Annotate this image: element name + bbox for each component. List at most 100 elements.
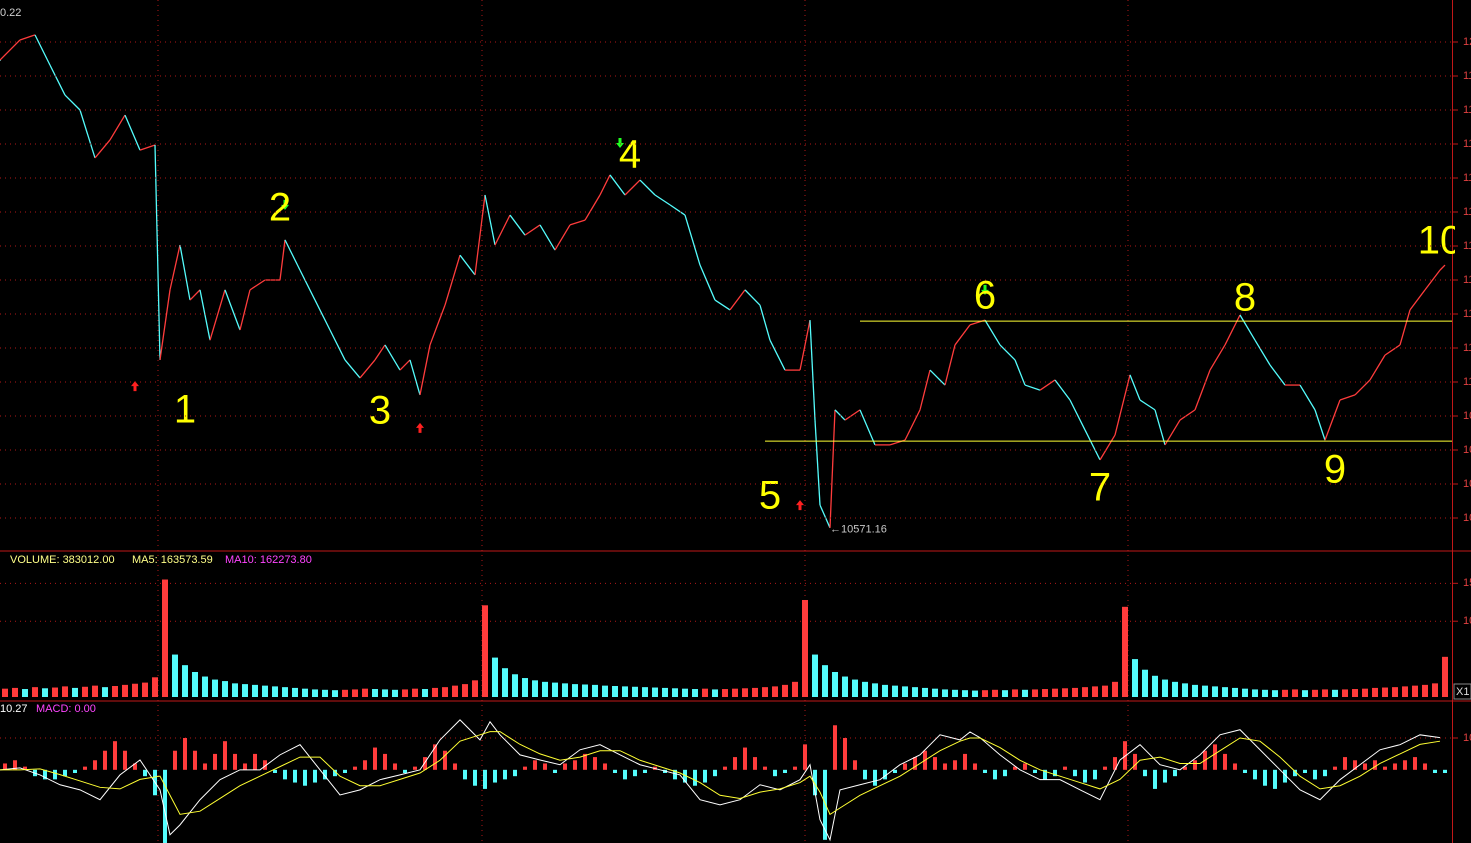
price-segment: [329, 329, 346, 361]
macd-bar: [83, 766, 87, 770]
price-segment: [919, 369, 931, 411]
price-segment: [444, 254, 461, 306]
volume-bar: [482, 605, 488, 697]
wave-label: 4: [619, 132, 641, 176]
wave-label: 9: [1324, 448, 1346, 492]
macd-bar: [1433, 769, 1437, 773]
macd-bar: [1253, 769, 1257, 780]
volume-bar: [902, 686, 908, 697]
price-segment: [179, 244, 191, 301]
price-segment: [1439, 264, 1446, 271]
volume-bar: [642, 687, 648, 697]
macd-bar: [343, 769, 347, 773]
volume-bar: [382, 689, 388, 697]
macd-bar: [1293, 769, 1297, 777]
signal-arrow: [131, 381, 139, 392]
macd-bar: [1333, 766, 1337, 770]
macd-bar: [583, 753, 587, 770]
volume-bar: [952, 689, 958, 697]
volume-bar: [592, 684, 598, 697]
price-segment: [859, 409, 876, 446]
volume-bar: [92, 685, 98, 697]
volume-bar: [1322, 689, 1328, 697]
macd-bar: [53, 769, 57, 780]
price-segment: [1039, 379, 1056, 391]
macd-bar: [823, 769, 827, 840]
price-segment: [154, 145, 161, 360]
macd-bar: [883, 769, 887, 780]
macd-bar: [1083, 769, 1087, 783]
volume-bar: [1312, 689, 1318, 697]
volume-bar: [1332, 689, 1338, 697]
price-segment: [624, 179, 641, 196]
volume-bar: [1042, 689, 1048, 697]
macd-bar: [743, 747, 747, 770]
price-segment: [584, 194, 601, 221]
price-segment: [169, 244, 181, 291]
macd-bar: [1023, 763, 1027, 770]
volume-bar: [842, 676, 848, 697]
macd-bar: [893, 769, 897, 773]
macd-bar: [433, 744, 437, 770]
volume-bar: [442, 687, 448, 697]
volume-bar: [222, 681, 228, 697]
macd-bar: [23, 766, 27, 770]
macd-bar: [1143, 769, 1147, 777]
volume-bar: [1082, 687, 1088, 697]
price-segment: [1154, 409, 1166, 446]
macd-bar: [903, 763, 907, 770]
volume-bar: [42, 688, 48, 697]
volume-bar: [322, 689, 328, 697]
price-segment: [19, 34, 36, 41]
volume-bar: [692, 689, 698, 697]
price-segment: [474, 194, 486, 275]
price-segment: [1139, 399, 1156, 411]
wave-label: 10: [1418, 219, 1463, 263]
volume-bar: [972, 690, 978, 697]
volume-bar: [1362, 688, 1368, 697]
macd-bar: [43, 769, 47, 780]
macd-bar: [1063, 766, 1067, 770]
macd-bar: [423, 757, 427, 770]
price-segment: [359, 359, 376, 379]
volume-bar: [352, 689, 358, 697]
volume-bar: [532, 680, 538, 697]
volume-bar: [1212, 686, 1218, 697]
price-segment: [399, 359, 411, 371]
macd-bar: [403, 769, 407, 773]
macd-bar: [1113, 757, 1117, 770]
volume-bar: [612, 686, 618, 697]
macd-bar: [73, 769, 77, 773]
volume-bar: [1032, 689, 1038, 697]
volume-bar: [112, 686, 118, 697]
macd-bar: [323, 769, 327, 780]
volume-bar: [152, 677, 158, 697]
volume-bar: [2, 688, 8, 697]
macd-bar: [193, 750, 197, 770]
macd-bar: [1193, 760, 1197, 770]
macd-bar: [573, 760, 577, 770]
macd-bar: [803, 744, 807, 770]
price-segment: [509, 214, 526, 236]
price-segment: [124, 114, 141, 151]
volume-bar: [1162, 679, 1168, 697]
price-segment: [484, 194, 496, 246]
wave-label: 1: [174, 387, 196, 431]
macd-bar: [1443, 769, 1447, 773]
price-segment: [1084, 429, 1101, 461]
price-segment: [819, 504, 831, 529]
price-segment: [524, 224, 541, 236]
macd-bar: [233, 753, 237, 770]
macd-bar: [813, 769, 817, 796]
volume-bar: [722, 689, 728, 697]
price-segment: [1014, 359, 1026, 386]
signal-arrow: [416, 422, 424, 433]
volume-bar: [772, 686, 778, 697]
price-segment: [944, 344, 956, 386]
volume-bar: [202, 676, 208, 697]
y-tick-label: 11800: [1463, 104, 1471, 116]
macd-bar: [13, 760, 17, 770]
volume-bar: [72, 687, 78, 697]
macd-bar: [733, 757, 737, 770]
